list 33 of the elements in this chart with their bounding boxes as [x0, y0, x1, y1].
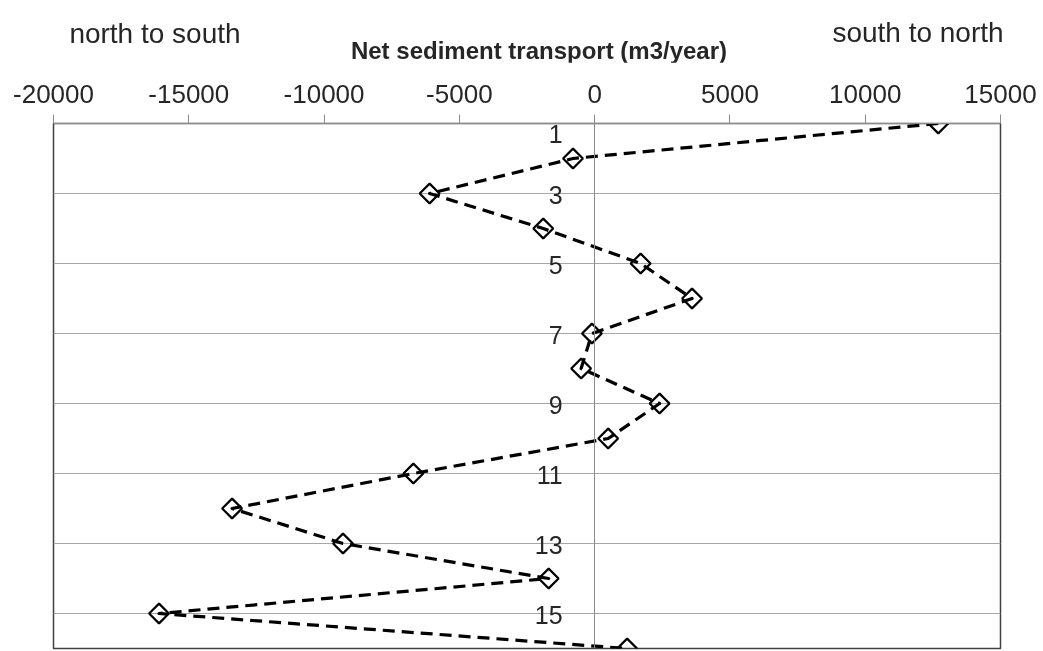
y-tick-label: 9 — [548, 390, 563, 419]
point — [148, 602, 171, 625]
point — [597, 427, 620, 450]
point — [537, 567, 560, 590]
y-tick-label: 3 — [548, 180, 563, 209]
point — [580, 322, 603, 345]
y-tick-label: 13 — [534, 530, 563, 559]
point — [681, 287, 704, 310]
x-tick-label: -20000 — [13, 78, 94, 109]
x-tick-label: 10000 — [829, 78, 902, 109]
point — [562, 147, 584, 170]
y-tick-label: 5 — [548, 250, 563, 279]
point — [418, 182, 441, 205]
y-tick-label: 7 — [548, 320, 563, 349]
y-tick-label: 15 — [534, 600, 563, 629]
text: north to south — [69, 18, 241, 51]
point — [402, 462, 425, 485]
y-tick-label: 11 — [536, 460, 563, 489]
text: south to north — [832, 17, 1004, 50]
x-tick-label: 15000 — [964, 78, 1037, 109]
x-tick-label: -5000 — [426, 78, 493, 109]
x-tick-label: -10000 — [283, 78, 365, 109]
y-tick-label: 1 — [548, 119, 563, 148]
x-tick-label: 0 — [587, 78, 602, 109]
point — [570, 357, 593, 380]
point — [629, 252, 652, 275]
point — [221, 497, 244, 520]
chart-title: Net sediment transport (m3/year) — [350, 37, 728, 65]
point — [648, 392, 671, 415]
x-tick-label: 5000 — [701, 78, 759, 109]
point — [332, 532, 355, 555]
point — [532, 217, 555, 240]
x-tick-label: -15000 — [148, 78, 230, 109]
